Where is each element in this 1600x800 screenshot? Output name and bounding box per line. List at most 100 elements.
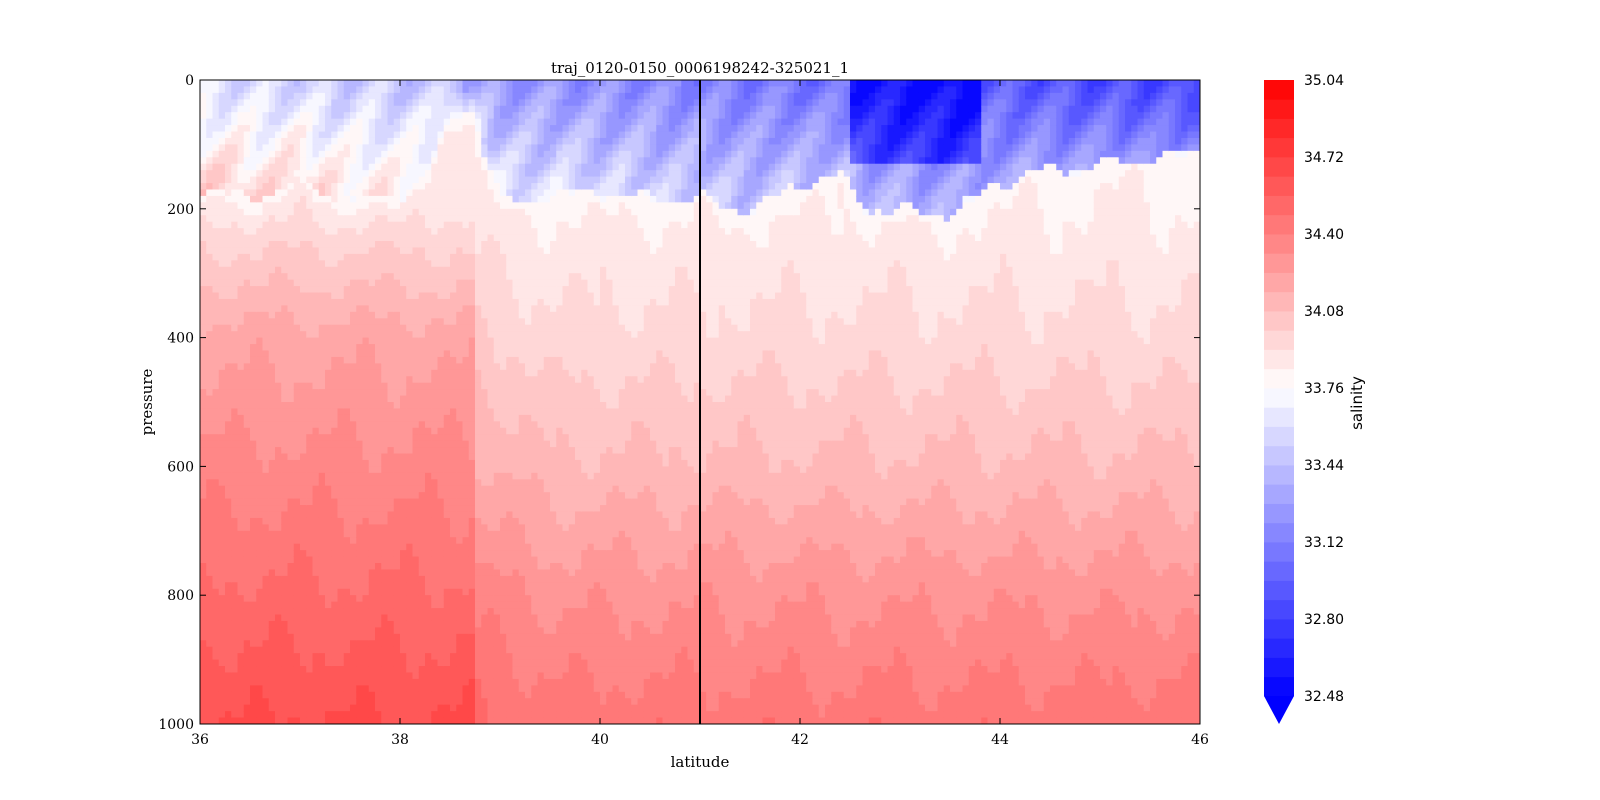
field-cell	[287, 163, 295, 171]
field-cell	[425, 453, 432, 461]
field-cell	[331, 421, 339, 429]
field-cell	[231, 472, 239, 480]
field-cell	[268, 479, 276, 487]
field-cell	[381, 711, 389, 719]
field-cell	[231, 369, 239, 377]
field-cell	[468, 582, 476, 590]
field-cell	[400, 150, 407, 158]
field-cell	[506, 408, 514, 416]
field-cell	[243, 350, 251, 358]
field-cell	[206, 711, 214, 719]
field-cell	[418, 215, 426, 223]
field-cell	[450, 150, 457, 158]
field-cell	[393, 511, 401, 519]
field-cell	[412, 466, 420, 474]
field-cell	[462, 505, 470, 513]
field-cell	[412, 434, 420, 442]
field-cell	[325, 395, 332, 403]
field-cell	[350, 80, 357, 88]
field-cell	[437, 582, 445, 590]
field-cell	[443, 395, 451, 403]
field-cell	[331, 311, 339, 319]
field-cell	[287, 537, 295, 545]
field-cell	[287, 550, 295, 558]
field-cell	[412, 408, 420, 416]
field-cell	[243, 99, 251, 107]
field-cell	[418, 711, 426, 719]
field-cell	[212, 614, 220, 622]
field-cell	[293, 324, 301, 332]
field-cell	[212, 550, 220, 558]
field-cell	[481, 569, 489, 577]
field-cell	[456, 382, 464, 390]
field-cell	[425, 157, 432, 165]
field-cell	[343, 131, 351, 139]
field-cell	[500, 543, 507, 551]
field-cell	[475, 472, 482, 480]
field-cell	[243, 691, 251, 699]
field-cell	[281, 253, 289, 261]
field-cell	[262, 195, 270, 203]
field-cell	[487, 498, 495, 506]
field-cell	[375, 582, 382, 590]
field-cell	[243, 453, 251, 461]
field-cell	[406, 131, 414, 139]
field-cell	[443, 137, 451, 145]
field-cell	[493, 363, 501, 371]
field-cell	[412, 601, 420, 609]
field-cell	[400, 311, 407, 319]
field-cell	[231, 633, 239, 641]
field-cell	[462, 86, 470, 94]
field-cell	[493, 131, 501, 139]
field-cell	[256, 627, 264, 635]
field-cell	[256, 666, 264, 674]
field-cell	[268, 144, 276, 152]
field-cell	[350, 408, 357, 416]
field-cell	[225, 350, 232, 358]
field-cell	[375, 537, 382, 545]
field-cell	[306, 215, 314, 223]
field-cell	[456, 627, 464, 635]
field-cell	[493, 563, 501, 571]
field-cell	[243, 627, 251, 635]
field-cell	[250, 691, 257, 699]
field-cell	[300, 666, 307, 674]
field-cell	[318, 228, 326, 236]
field-cell	[350, 350, 357, 358]
field-cell	[237, 550, 245, 558]
field-cell	[287, 711, 295, 719]
field-cell	[281, 228, 289, 236]
field-cell	[506, 466, 514, 474]
field-cell	[393, 376, 401, 384]
field-cell	[368, 118, 376, 126]
field-cell	[206, 582, 214, 590]
field-cell	[337, 208, 345, 216]
field-cell	[443, 170, 451, 178]
field-cell	[462, 440, 470, 448]
field-cell	[281, 176, 289, 184]
field-cell	[456, 550, 464, 558]
field-cell	[443, 698, 451, 706]
field-cell	[462, 659, 470, 667]
field-cell	[350, 627, 357, 635]
field-cell	[243, 163, 251, 171]
field-cell	[406, 659, 414, 667]
field-cell	[375, 459, 382, 467]
field-cell	[387, 337, 395, 345]
field-cell	[356, 711, 364, 719]
field-cell	[312, 350, 320, 358]
field-cell	[375, 157, 382, 165]
field-cell	[225, 305, 232, 313]
field-cell	[481, 711, 489, 719]
field-cell	[300, 447, 307, 455]
field-cell	[362, 344, 370, 352]
field-cell	[318, 569, 326, 577]
field-cell	[450, 620, 457, 628]
field-cell	[456, 511, 464, 519]
field-cell	[200, 575, 207, 583]
field-cell	[375, 170, 382, 178]
field-cell	[487, 350, 495, 358]
field-cell	[225, 318, 232, 326]
field-cell	[218, 537, 226, 545]
field-cell	[237, 691, 245, 699]
